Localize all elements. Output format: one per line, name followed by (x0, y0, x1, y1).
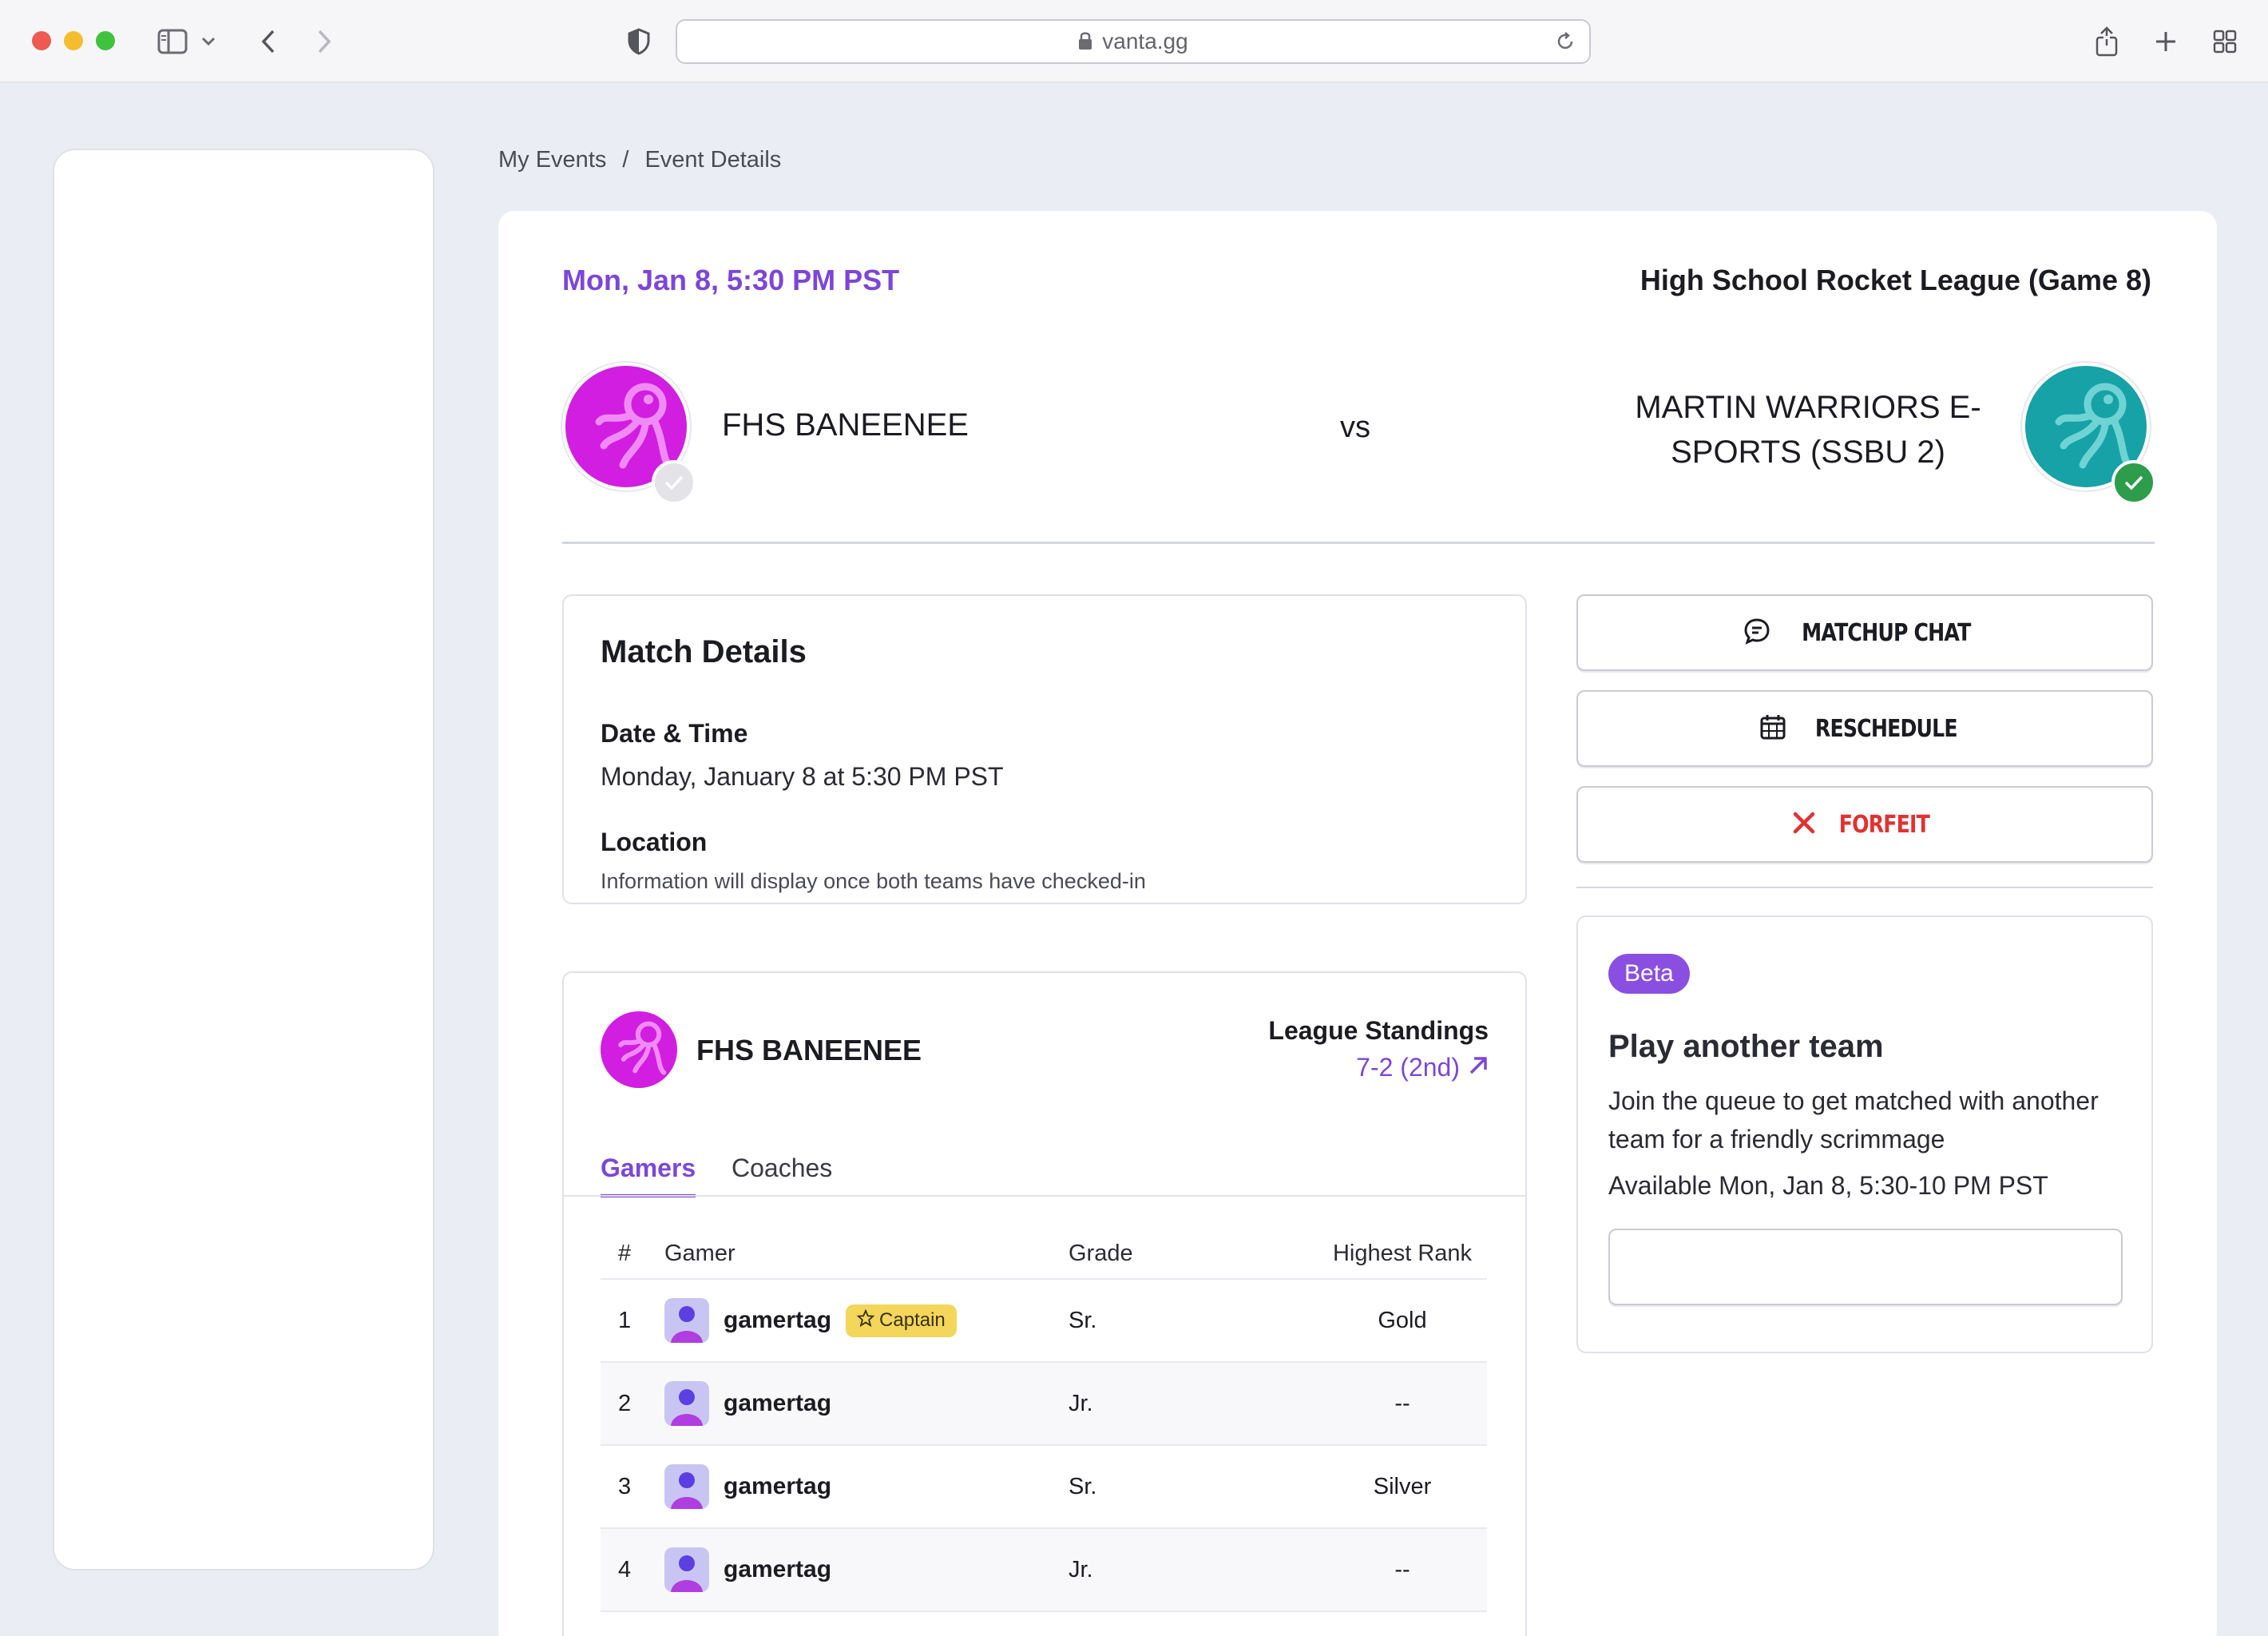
breadcrumb-separator: / (622, 147, 629, 173)
team-name: FHS BANEENEE (696, 1034, 922, 1066)
privacy-shield-icon[interactable] (621, 24, 656, 59)
browser-toolbar: vanta.gg (0, 0, 2268, 83)
avatar (664, 1298, 709, 1343)
avatar (664, 1547, 709, 1592)
column-highest-rank: Highest Rank (1332, 1240, 1473, 1266)
url-text: vanta.gg (1102, 29, 1188, 54)
table-row[interactable]: 4 gamertag Jr. -- (601, 1529, 1487, 1612)
matchup-chat-button[interactable]: MATCHUP CHAT (1576, 594, 2153, 671)
check-in-pending-icon (652, 460, 696, 505)
share-icon[interactable] (2089, 24, 2124, 59)
captain-label: Captain (879, 1309, 946, 1331)
chevron-down-icon[interactable] (196, 24, 220, 59)
queue-title: Play another team (1608, 1029, 1884, 1064)
tab-overview-icon[interactable] (2207, 24, 2242, 59)
tab-coaches[interactable]: Coaches (732, 1154, 833, 1182)
gamertag[interactable]: gamertag (724, 1307, 832, 1333)
standings-value: 7-2 (2nd) (1356, 1053, 1460, 1082)
date-time-label: Date & Time (601, 719, 748, 748)
star-icon (856, 1308, 875, 1332)
sidebar-panel (53, 149, 434, 1570)
row-number: 4 (618, 1556, 632, 1582)
sidebar-toggle-icon[interactable] (155, 24, 190, 59)
scrimmage-queue-card: Beta Play another team Join the queue to… (1576, 915, 2153, 1353)
gamertag[interactable]: gamertag (724, 1390, 832, 1416)
highest-rank: -- (1394, 1556, 1410, 1582)
grade: Jr. (1069, 1390, 1093, 1416)
grade: Sr. (1069, 1473, 1097, 1499)
team-roster-card: FHS BANEENEE League Standings 7-2 (2nd) … (562, 971, 1527, 1636)
column-gamer: Gamer (664, 1240, 736, 1266)
captain-badge: Captain (846, 1304, 957, 1337)
standings-link[interactable]: 7-2 (2nd) (1356, 1053, 1489, 1082)
highest-rank: -- (1394, 1390, 1410, 1416)
chat-icon (1743, 617, 1771, 649)
header-divider (562, 542, 2155, 544)
event-details-card: Mon, Jan 8, 5:30 PM PST High School Rock… (498, 211, 2217, 1636)
location-value: Information will display once both teams… (601, 869, 1146, 893)
league-name: High School Rocket League (Game 8) (1640, 264, 2151, 296)
close-icon (1792, 811, 1816, 839)
address-bar[interactable]: vanta.gg (676, 19, 1591, 64)
row-number: 3 (618, 1473, 632, 1499)
avatar (664, 1381, 709, 1426)
avatar (664, 1464, 709, 1509)
table-row[interactable]: 3 gamertag Sr. Silver (601, 1446, 1487, 1529)
match-details-card: Match Details Date & Time Monday, Januar… (562, 594, 1527, 904)
event-datetime: Mon, Jan 8, 5:30 PM PST (562, 264, 900, 296)
queue-availability: Available Mon, Jan 8, 5:30-10 PM PST (1608, 1171, 2048, 1200)
reschedule-label: RESCHEDULE (1815, 714, 1958, 743)
actions-divider (1576, 887, 2153, 888)
table-header: # Gamer Grade Highest Rank (601, 1229, 1487, 1280)
reload-icon[interactable] (1554, 30, 1576, 53)
forward-icon[interactable] (307, 24, 342, 59)
row-number: 1 (618, 1307, 632, 1333)
calendar-icon (1758, 713, 1787, 745)
versus-label: vs (1340, 411, 1370, 444)
column-number: # (618, 1240, 632, 1266)
column-grade: Grade (1069, 1240, 1133, 1266)
gamertag[interactable]: gamertag (724, 1473, 832, 1499)
date-time-value: Monday, January 8 at 5:30 PM PST (601, 762, 1004, 791)
gamertag[interactable]: gamertag (724, 1556, 832, 1582)
checked-in-icon (2111, 460, 2156, 505)
forfeit-label: FORFEIT (1838, 810, 1929, 839)
breadcrumb: My Events / Event Details (498, 147, 781, 173)
highest-rank: Silver (1373, 1473, 1432, 1499)
queue-description: Join the queue to get matched with anoth… (1608, 1086, 2099, 1154)
home-team-name: FHS BANEENEE (722, 407, 969, 443)
match-details-title: Match Details (601, 634, 807, 669)
away-team-name: MARTIN WARRIORS E-SPORTS (SSBU 2) (1635, 390, 1981, 470)
highest-rank: Gold (1378, 1307, 1427, 1333)
breadcrumb-my-events[interactable]: My Events (498, 147, 607, 173)
lock-icon (1078, 22, 1092, 64)
beta-badge: Beta (1608, 954, 1690, 994)
close-window-button[interactable] (32, 31, 51, 50)
table-row[interactable]: 2 gamertag Jr. -- (601, 1363, 1487, 1446)
grade: Sr. (1069, 1307, 1097, 1333)
maximize-window-button[interactable] (96, 31, 115, 50)
back-icon[interactable] (251, 24, 286, 59)
breadcrumb-event-details: Event Details (644, 147, 782, 173)
location-label: Location (601, 828, 708, 856)
reschedule-button[interactable]: RESCHEDULE (1576, 690, 2153, 767)
minimize-window-button[interactable] (64, 31, 83, 50)
tab-gamers[interactable]: Gamers (601, 1154, 696, 1197)
matchup-chat-label: MATCHUP CHAT (1802, 618, 1971, 647)
grade: Jr. (1069, 1556, 1093, 1582)
join-queue-button[interactable] (1608, 1229, 2123, 1305)
table-row[interactable]: 1 gamertag Captain Sr. Gold (601, 1280, 1487, 1363)
roster-table: # Gamer Grade Highest Rank 1 gamertag (601, 1229, 1487, 1612)
external-arrow-icon (1468, 1053, 1489, 1082)
standings-label: League Standings (1268, 1016, 1489, 1045)
new-tab-icon[interactable] (2148, 24, 2183, 59)
tabs-divider (564, 1195, 1525, 1197)
row-number: 2 (618, 1390, 632, 1416)
forfeit-button[interactable]: FORFEIT (1576, 786, 2153, 863)
team-logo (601, 1011, 677, 1088)
